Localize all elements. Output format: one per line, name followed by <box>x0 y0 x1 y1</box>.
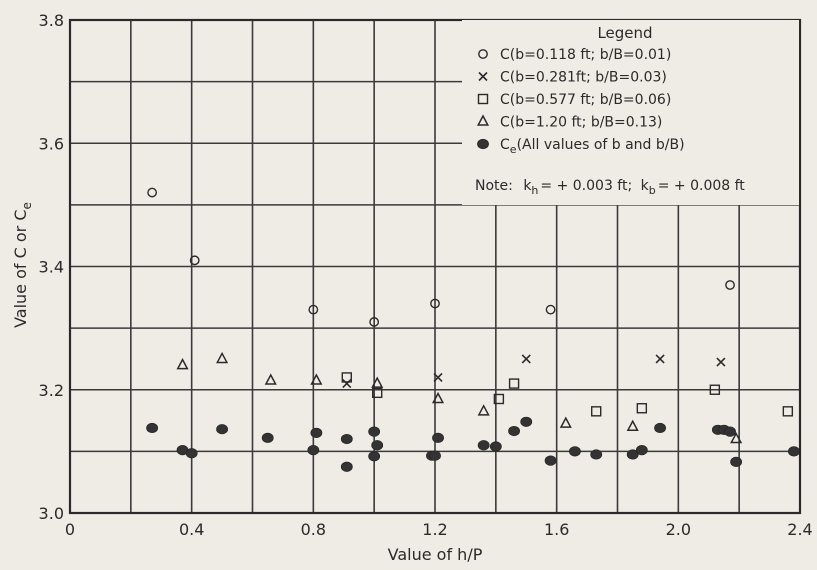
plot-frame <box>68 18 802 515</box>
x-axis-label: Value of h/P <box>388 545 483 564</box>
data-point-open-circle <box>189 255 200 266</box>
legend-marker-x <box>478 71 488 82</box>
legend-note: Note: kh = + 0.003 ft; kb = + 0.008 ft <box>475 178 745 197</box>
y-tick-label: 3.4 <box>39 258 64 277</box>
data-point-x <box>716 357 726 367</box>
legend-entry-label: Ce(All values of b and b/B) <box>500 137 685 156</box>
y-tick-label: 3.0 <box>39 504 64 523</box>
legend-marker-open-square <box>477 93 489 105</box>
data-point-open-square <box>508 378 520 389</box>
data-point-open-triangle <box>216 351 229 364</box>
legend-entries: C(b=0.118 ft; b/B=0.01) C(b=0.281ft; b/B=… <box>476 47 685 156</box>
legend-entry-label: C(b=0.281ft; b/B=0.03) <box>500 70 667 86</box>
data-point-x <box>342 379 352 389</box>
x-tick-label: 1.2 <box>422 520 447 539</box>
data-points <box>146 187 800 472</box>
legend-entry-label: C(b=0.577 ft; b/B=0.06) <box>500 92 671 108</box>
data-point-filled-circle <box>508 425 520 437</box>
data-point-open-circle <box>725 280 735 290</box>
data-point-filled-circle <box>730 456 743 467</box>
data-point-filled-circle <box>340 433 353 445</box>
data-point-open-square <box>341 372 352 383</box>
y-tick-label: 3.2 <box>39 381 64 400</box>
data-point-open-square <box>709 384 721 395</box>
legend-marker-open-triangle <box>476 114 490 126</box>
data-point-filled-circle <box>368 426 381 437</box>
tick-labels: 0 0.4 0.8 1.2 1.6 2.0 2.4 3.0 3.2 3.4 3.6 3.8 <box>39 11 813 539</box>
data-point-filled-circle <box>724 426 736 437</box>
legend: Legend C(b=0.118 ft; b/B=0.01) C(b=0.281f… <box>462 20 799 205</box>
y-tick-label: 3.8 <box>39 11 64 30</box>
legend-marker-filled-circle <box>477 138 489 150</box>
data-point-filled-circle <box>569 446 581 457</box>
data-point-filled-circle <box>635 445 648 456</box>
data-point-filled-circle <box>520 416 533 427</box>
y-axis-label-group: Value of C or Ce <box>11 202 34 328</box>
data-point-filled-circle <box>216 424 228 435</box>
data-point-open-circle <box>369 317 380 327</box>
legend-marker-open-circle <box>478 49 488 59</box>
data-point-filled-circle <box>368 451 381 462</box>
data-point-filled-circle <box>307 445 320 456</box>
x-tick-label: 1.6 <box>544 520 569 539</box>
x-tick-label: 2.0 <box>666 520 691 539</box>
data-point-filled-circle <box>261 432 274 443</box>
data-point-open-triangle <box>310 373 323 385</box>
data-point-filled-circle <box>590 449 603 460</box>
data-point-open-triangle <box>176 358 189 370</box>
data-point-open-triangle <box>626 419 639 431</box>
data-point-open-triangle <box>559 416 572 428</box>
legend-entry-label: C(b=0.118 ft; b/B=0.01) <box>500 47 671 63</box>
y-tick-label: 3.6 <box>39 134 64 153</box>
data-point-open-square <box>782 406 794 417</box>
data-point-filled-circle <box>544 455 557 466</box>
data-point-filled-circle <box>371 440 384 451</box>
data-point-filled-circle <box>654 422 666 434</box>
data-point-filled-circle <box>310 427 323 438</box>
legend-background <box>462 20 799 205</box>
data-point-filled-circle <box>489 441 502 452</box>
data-point-open-square <box>591 406 602 417</box>
data-point-open-triangle <box>264 373 277 385</box>
x-tick-label: 0 <box>65 520 75 539</box>
data-point-open-circle <box>545 304 556 315</box>
data-point-filled-circle <box>432 432 444 443</box>
y-axis-label: Value of C or Ce <box>11 202 34 328</box>
data-point-filled-circle <box>788 446 800 457</box>
x-tick-label: 0.8 <box>301 520 326 539</box>
data-point-open-square <box>493 393 505 405</box>
x-tick-label: 0.4 <box>179 520 204 539</box>
data-point-open-circle <box>430 298 440 309</box>
data-point-open-square <box>372 387 383 399</box>
data-point-x <box>433 372 443 382</box>
legend-title: Legend <box>597 24 652 42</box>
legend-entry-label: C(b=1.20 ft; b/B=0.13) <box>500 115 662 131</box>
data-point-open-circle <box>147 187 158 198</box>
y-axis-label-subscript: e <box>20 202 34 209</box>
data-point-open-triangle <box>371 376 384 388</box>
data-point-open-triangle <box>477 404 490 416</box>
data-point-open-circle <box>308 304 319 315</box>
data-point-x <box>521 354 531 364</box>
data-point-filled-circle <box>146 422 159 434</box>
data-point-filled-circle <box>477 440 490 451</box>
data-point-open-triangle <box>431 391 445 404</box>
data-point-open-square <box>636 403 648 414</box>
data-point-open-triangle <box>730 431 743 444</box>
data-point-filled-circle <box>185 448 198 459</box>
data-point-filled-circle <box>626 449 639 460</box>
data-point-filled-circle <box>340 461 353 472</box>
x-tick-label: 2.4 <box>787 520 812 539</box>
data-point-filled-circle <box>429 450 441 461</box>
data-point-x <box>655 354 665 364</box>
